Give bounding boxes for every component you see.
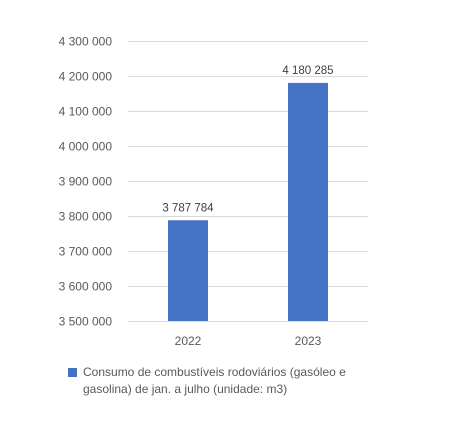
y-tick-label: 3 600 000: [59, 280, 113, 294]
legend-swatch: [68, 368, 77, 377]
legend-label: Consumo de combustíveis rodoviários (gas…: [83, 365, 346, 396]
bars: [168, 82, 328, 321]
y-tick-label: 4 100 000: [59, 105, 113, 119]
y-tick-label: 3 500 000: [59, 315, 113, 329]
y-tick-label: 4 000 000: [59, 140, 113, 154]
x-axis-tick-labels: 2022 2023: [175, 334, 322, 348]
y-tick-label: 3 900 000: [59, 175, 113, 189]
data-label-2023: 4 180 285: [282, 65, 333, 77]
x-tick-label: 2023: [295, 334, 322, 348]
legend: Consumo de combustíveis rodoviários (gas…: [68, 364, 368, 398]
y-tick-label: 3 700 000: [59, 245, 113, 259]
bar-2022: [168, 220, 208, 321]
y-tick-label: 4 200 000: [59, 70, 113, 84]
y-tick-label: 4 300 000: [59, 35, 113, 49]
data-labels: 3 787 784 4 180 285: [162, 65, 333, 214]
gridlines: [128, 41, 368, 322]
bar-2023: [288, 82, 328, 321]
data-label-2022: 3 787 784: [162, 202, 214, 214]
y-tick-label: 3 800 000: [59, 210, 113, 224]
y-axis-tick-labels: 3 500 000 3 600 000 3 700 000 3 800 000 3 90…: [59, 35, 113, 329]
x-tick-label: 2022: [175, 334, 202, 348]
